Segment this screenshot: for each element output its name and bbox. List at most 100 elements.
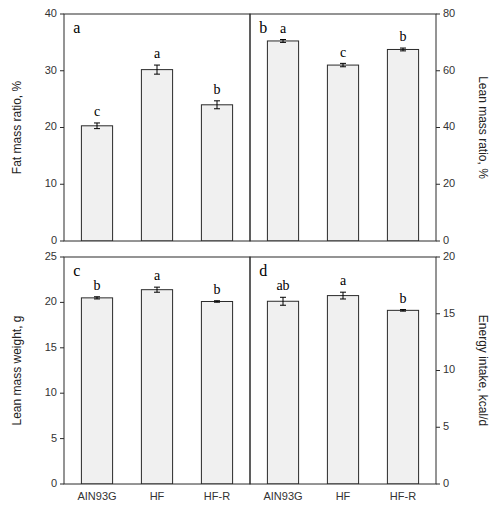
bar xyxy=(387,310,418,484)
annotation: c xyxy=(94,104,100,119)
bars xyxy=(267,292,418,484)
error-cap xyxy=(214,302,220,303)
bar xyxy=(201,105,232,241)
y-tick-label: 60 xyxy=(443,64,455,76)
error-cap xyxy=(154,292,160,293)
x-tick-label: AIN93G xyxy=(263,490,302,502)
error-bar xyxy=(400,48,406,51)
panel-label: d xyxy=(259,262,267,279)
y-tick-label: 5 xyxy=(443,420,449,432)
annotation: ab xyxy=(276,278,289,293)
bar xyxy=(201,301,232,484)
error-bar xyxy=(94,297,100,299)
error-bar xyxy=(340,292,346,299)
y-tick xyxy=(436,127,440,128)
y-tick xyxy=(60,393,64,394)
bars xyxy=(267,40,418,241)
panel: 0510152025babAIN93GHFHF-RcLean mass weig… xyxy=(10,250,250,502)
y-tick xyxy=(436,184,440,185)
error-cap xyxy=(400,309,406,310)
y-tick xyxy=(60,14,64,15)
bar xyxy=(267,41,298,241)
y-tick-label: 20 xyxy=(45,295,57,307)
x-tick-label: HF-R xyxy=(390,490,416,502)
bars xyxy=(81,287,232,484)
panel-label: c xyxy=(73,262,80,279)
panel-label: a xyxy=(73,19,80,36)
annotation: c xyxy=(340,45,346,60)
error-cap xyxy=(280,39,286,40)
bar xyxy=(141,70,172,241)
bar xyxy=(81,126,112,241)
annotation: b xyxy=(214,282,221,297)
panel: 05101520ababAIN93GHFHF-RdEnergy intake, … xyxy=(250,250,490,502)
error-cap xyxy=(94,296,100,297)
error-bar xyxy=(154,287,160,292)
error-cap xyxy=(94,128,100,129)
y-axis-label: Energy intake, kcal/d xyxy=(476,315,490,426)
chart: 010203040cabaFat mass ratio, %020406080a… xyxy=(0,0,500,528)
error-cap xyxy=(280,42,286,43)
frame xyxy=(64,257,250,484)
y-tick xyxy=(60,302,64,303)
annotation: b xyxy=(400,291,407,306)
error-line xyxy=(217,101,218,109)
error-bar xyxy=(280,297,286,305)
error-bar xyxy=(214,101,220,109)
y-tick-label: 10 xyxy=(443,363,455,375)
y-tick xyxy=(436,484,440,485)
y-tick xyxy=(60,438,64,439)
error-bar xyxy=(214,301,220,302)
y-tick xyxy=(436,427,440,428)
error-cap xyxy=(154,65,160,66)
error-bar xyxy=(94,123,100,129)
bar xyxy=(141,290,172,484)
y-tick-label: 40 xyxy=(45,7,57,19)
annotation: a xyxy=(154,268,161,283)
error-line xyxy=(97,123,98,129)
y-tick-label: 0 xyxy=(443,477,449,489)
error-cap xyxy=(340,63,346,64)
error-cap xyxy=(340,66,346,67)
y-tick xyxy=(60,241,64,242)
frame xyxy=(64,14,250,241)
error-line xyxy=(343,292,344,299)
y-tick-label: 0 xyxy=(51,234,57,246)
bar xyxy=(81,298,112,484)
error-cap xyxy=(340,292,346,293)
y-tick xyxy=(436,70,440,71)
y-tick xyxy=(436,313,440,314)
y-tick xyxy=(436,241,440,242)
y-axis-label: Lean mass weight, g xyxy=(10,315,24,425)
y-tick-label: 15 xyxy=(443,307,455,319)
x-tick-label: AIN93G xyxy=(77,490,116,502)
bar xyxy=(327,65,358,241)
y-tick xyxy=(60,484,64,485)
y-tick-label: 20 xyxy=(443,177,455,189)
error-cap xyxy=(280,305,286,306)
y-tick-label: 40 xyxy=(443,120,455,132)
y-tick-label: 15 xyxy=(45,341,57,353)
annotation: b xyxy=(400,29,407,44)
y-tick xyxy=(60,347,64,348)
error-cap xyxy=(400,50,406,51)
error-cap xyxy=(214,300,220,301)
error-bar xyxy=(400,310,406,312)
annotation: a xyxy=(154,46,161,61)
annotation: b xyxy=(214,82,221,97)
y-tick xyxy=(60,70,64,71)
bar xyxy=(327,296,358,484)
error-cap xyxy=(400,311,406,312)
y-tick-label: 5 xyxy=(51,432,57,444)
error-cap xyxy=(94,122,100,123)
x-tick-label: HF xyxy=(336,490,351,502)
y-tick xyxy=(436,14,440,15)
x-tick-label: HF xyxy=(150,490,165,502)
y-tick-label: 20 xyxy=(45,120,57,132)
error-cap xyxy=(94,298,100,299)
y-tick xyxy=(60,127,64,128)
x-tick-label: HF-R xyxy=(204,490,230,502)
panel-label: b xyxy=(259,19,267,36)
error-cap xyxy=(154,74,160,75)
error-line xyxy=(157,287,158,292)
